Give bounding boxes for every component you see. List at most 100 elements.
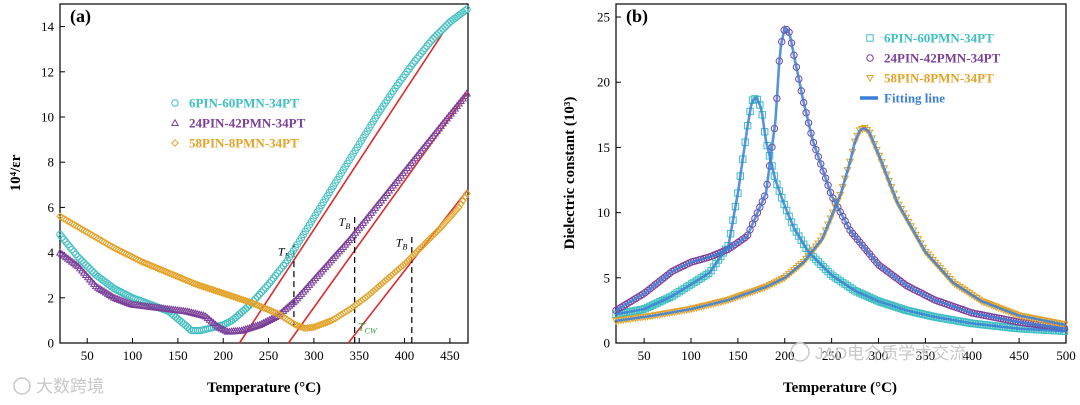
panel-a-point (199, 311, 208, 319)
panel-a-point (219, 325, 228, 333)
panel-a-point (137, 257, 146, 266)
panel-b-ticks: 50 100 150 200 250 300 350 400 450 500 0 5 10 15 20 25 (597, 10, 1076, 363)
panel-a-point (281, 314, 290, 323)
panel-a-point (385, 273, 394, 282)
panel-a-point (257, 288, 266, 296)
panel-b-point (648, 283, 657, 291)
panel-a-point (291, 296, 300, 304)
panel-a-point (91, 233, 100, 242)
panel-a-point (335, 247, 344, 255)
panel-a-point (181, 276, 190, 284)
panel-a-point (82, 227, 90, 236)
panel-a-tb-label: TB (339, 215, 351, 231)
panel-a-point (303, 282, 312, 291)
panel-b-xtick-label: 200 (775, 348, 795, 363)
panel-a-point (391, 268, 400, 277)
panel-a-point (285, 317, 294, 325)
panel-a-point (203, 284, 212, 293)
panel-a-point (187, 278, 196, 287)
panel-a-point (245, 298, 254, 306)
panel-a-point (195, 281, 204, 290)
panel-b-point (663, 271, 671, 279)
panel-a-point (259, 303, 268, 312)
panel-b-point (838, 212, 847, 221)
panel-a-chart: (a) 50 100 150 200 250 300 350 400 450 0 2 4 6 8 10 12 1… (8, 3, 471, 396)
panel-a-point (423, 42, 431, 50)
panel-a-point (393, 266, 402, 275)
panel-a-point (273, 309, 282, 318)
panel-a-point (439, 25, 447, 33)
panel-b-point (646, 285, 654, 293)
panel-a-point (237, 295, 246, 304)
panel-a-point (145, 261, 154, 269)
panel-a-point (167, 270, 176, 279)
panel-a-point (72, 250, 80, 259)
panel-a-point (403, 257, 411, 266)
panel-a-point (437, 223, 445, 232)
panel-a-point (123, 250, 132, 259)
panel-a-point (315, 321, 324, 330)
panel-a-point (289, 319, 298, 328)
panel-a-point (285, 301, 294, 309)
panel-a-point (72, 221, 80, 230)
panel-b-point (658, 275, 667, 283)
panel-a-point (421, 239, 429, 248)
panel-a-point (377, 280, 386, 289)
panel-a-point (191, 280, 200, 288)
panel-a-point (105, 241, 114, 250)
panel-a-point (153, 264, 162, 273)
panel-a-point (58, 213, 66, 222)
panel-a-point (307, 323, 316, 332)
panel-a-point (323, 260, 332, 268)
panel-b-xlabel: Temperature (°C) (783, 380, 897, 396)
panel-a-point (283, 303, 292, 311)
panel-a-point (169, 271, 178, 279)
panel-a-point (273, 269, 282, 277)
panel-b-point (704, 269, 713, 277)
panel-b-point (658, 296, 667, 305)
panel-b-point (656, 277, 664, 285)
panel-a-point (76, 255, 84, 263)
panel-a-point (439, 221, 447, 230)
panel-a-point (165, 269, 174, 278)
panel-b-point (651, 281, 659, 289)
panel-b-xtick-label: 500 (1056, 348, 1076, 363)
panel-b-ytick-label: 10 (597, 205, 610, 220)
panel-a-point (265, 306, 274, 315)
panel-a-point (74, 253, 82, 261)
panel-a-ytick-label: 14 (41, 19, 55, 34)
panel-a-ytick-label: 12 (41, 64, 54, 79)
panel-a-tb-label-sub: B (402, 243, 407, 252)
panel-b-point (643, 286, 652, 295)
panel-a-point (425, 235, 433, 244)
panel-a-point (62, 238, 70, 246)
panel-a-point (375, 282, 384, 290)
panel-a-title: (a) (70, 6, 91, 27)
panel-a-point (113, 294, 122, 303)
panel-b-legend-fit-label: Fitting line (884, 91, 945, 106)
panel-a-point (82, 261, 90, 269)
panel-b-point (646, 302, 654, 311)
panel-a-point (295, 291, 304, 300)
panel-a-point (329, 253, 338, 262)
panel-a-point (123, 298, 132, 306)
panel-a-point (287, 318, 296, 327)
panel-a-point (365, 290, 374, 299)
panel-b-point (873, 259, 881, 267)
panel-a-point (269, 307, 278, 316)
panel-a-point (321, 319, 330, 327)
panel-a-point (427, 233, 435, 242)
panel-b-point (651, 300, 659, 308)
panel-a-point (88, 267, 96, 275)
panel-b-chart: (b) 50 100 150 200 250 300 350 400 450 500 0 5 10 15 2… (562, 3, 1076, 396)
panel-a-point (253, 301, 262, 310)
panel-a-point (181, 321, 190, 330)
panel-a-point (443, 21, 451, 29)
panel-a-point (257, 303, 266, 311)
panel-a-point (447, 212, 455, 221)
panel-a-point (86, 229, 94, 238)
panel-a-point (443, 216, 451, 225)
panel-a-point (415, 245, 423, 254)
panel-a-point (441, 23, 449, 31)
panel-a-point (201, 283, 210, 292)
